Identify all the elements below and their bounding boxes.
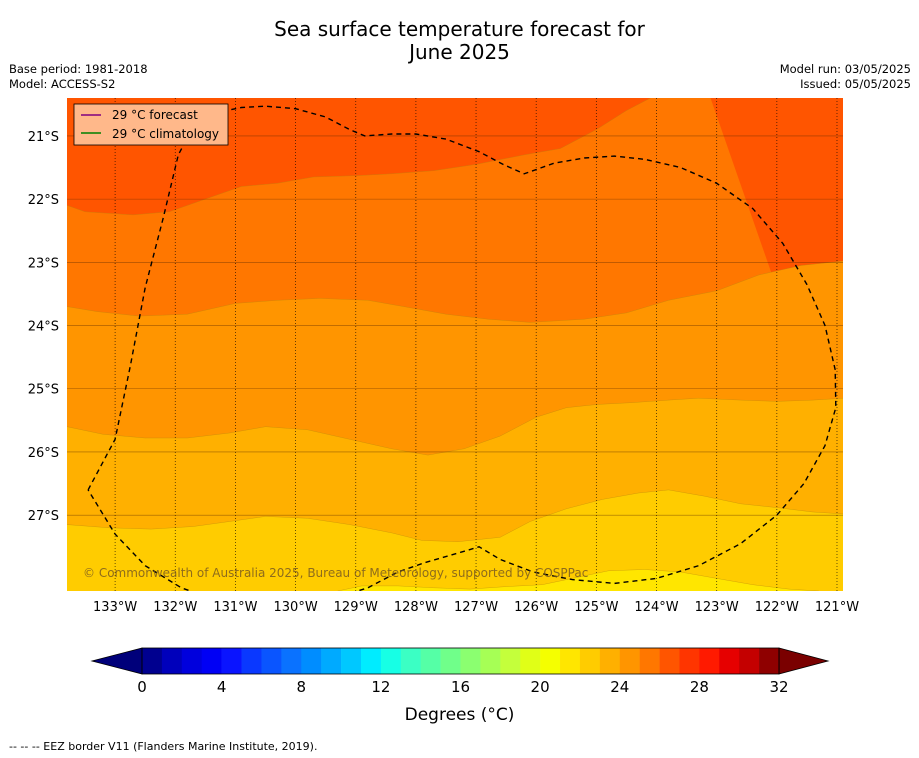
eez-border-line — [87, 105, 837, 591]
y-tick-label: 26°S — [28, 446, 59, 461]
x-tick-label: 132°W — [153, 600, 197, 615]
colorbar-tick-label: 16 — [451, 678, 470, 696]
x-tick-label: 127°W — [454, 600, 498, 615]
legend: 29 °C forecast 29 °C climatology — [73, 103, 229, 146]
x-tick-label: 124°W — [634, 600, 678, 615]
x-tick-label: 123°W — [695, 600, 739, 615]
colorbar-swatch — [699, 648, 720, 674]
colorbar-swatch — [500, 648, 521, 674]
chart-title-line1: Sea surface temperature forecast for — [274, 17, 645, 41]
y-tick-label: 22°S — [28, 193, 59, 208]
colorbar-frame — [141, 647, 780, 675]
contour-line — [67, 98, 651, 216]
eez-footnote: -- -- -- EEZ border V11 (Flanders Marine… — [9, 740, 318, 753]
colorbar-swatch — [520, 648, 541, 674]
colorbar-tick-label: 28 — [690, 678, 709, 696]
colorbar-swatch — [759, 648, 780, 674]
colorbar-swatch — [659, 648, 680, 674]
colorbar-swatch — [540, 648, 561, 674]
plot-area: © Commonwealth of Australia 2025, Bureau… — [67, 98, 843, 591]
run-info: Model run: 03/05/2025 Issued: 05/05/2025 — [780, 62, 911, 92]
model-info: Base period: 1981-2018 Model: ACCESS-S2 — [9, 62, 148, 92]
colorbar-swatch — [281, 648, 302, 674]
y-tick-label: 24°S — [28, 320, 59, 335]
colorbar-unit-label: Degrees (°C) — [404, 705, 515, 725]
x-tick-label: 129°W — [334, 600, 378, 615]
base-period: Base period: 1981-2018 — [9, 62, 148, 76]
colorbar — [90, 647, 830, 675]
chart-title-line2: June 2025 — [409, 40, 510, 64]
legend-box — [73, 103, 229, 146]
colorbar-swatch — [679, 648, 700, 674]
colorbar-swatch — [261, 648, 282, 674]
legend-forecast-label: 29 °C forecast — [112, 108, 198, 122]
legend-climatology-label: 29 °C climatology — [112, 127, 219, 141]
colorbar-swatch — [560, 648, 581, 674]
model-run-date: Model run: 03/05/2025 — [779, 62, 911, 76]
colorbar-tick-label: 20 — [531, 678, 550, 696]
x-tick-label: 126°W — [514, 600, 558, 615]
colorbar-swatch — [719, 648, 740, 674]
colorbar-swatch — [201, 648, 222, 674]
colorbar-swatch — [420, 648, 441, 674]
colorbar-tick-label: 12 — [371, 678, 390, 696]
contour-line — [67, 397, 843, 456]
x-tick-label: 121°W — [815, 600, 859, 615]
colorbar-tick-label: 8 — [297, 678, 307, 696]
model-name: Model: ACCESS-S2 — [9, 77, 116, 91]
chart-title: Sea surface temperature forecast for Jun… — [0, 18, 919, 64]
colorbar-tick-label: 0 — [137, 678, 147, 696]
colorbar-swatch — [142, 648, 163, 674]
gridlines — [67, 98, 843, 591]
y-axis-ticks: 21°S 22°S 23°S 24°S 25°S 26°S 27°S — [28, 130, 59, 524]
colorbar-swatch — [619, 648, 640, 674]
x-axis-ticks: 133°W 132°W 131°W 130°W 129°W 128°W 127°W 126°W… — [93, 600, 859, 615]
colorbar-swatch — [341, 648, 362, 674]
colorbar-swatch — [400, 648, 421, 674]
colorbar-over-arrow — [778, 647, 830, 675]
colorbar-swatch — [321, 648, 342, 674]
x-tick-label: 131°W — [213, 600, 257, 615]
x-tick-label: 133°W — [93, 600, 137, 615]
colorbar-swatch — [440, 648, 461, 674]
contour-line — [67, 489, 843, 542]
colorbar-swatch — [360, 648, 382, 674]
y-tick-label: 27°S — [28, 509, 59, 524]
colorbar-tick-label: 4 — [217, 678, 227, 696]
colorbar-swatch — [181, 648, 203, 674]
colorbar-swatch — [161, 648, 183, 674]
colorbar-swatch — [480, 648, 501, 674]
x-tick-label: 122°W — [755, 600, 799, 615]
colorbar-swatch — [380, 648, 402, 674]
issued-date: Issued: 05/05/2025 — [800, 77, 911, 91]
colorbar-tick-labels: 0 4 8 12 16 20 24 28 32 — [137, 678, 788, 696]
y-tick-label: 23°S — [28, 256, 59, 271]
contour-line — [337, 569, 819, 591]
temperature-bands — [67, 98, 843, 591]
x-tick-label: 125°W — [574, 600, 618, 615]
copyright-watermark: © Commonwealth of Australia 2025, Bureau… — [83, 566, 588, 580]
colorbar-swatch — [301, 648, 322, 674]
colorbar-swatch — [241, 648, 262, 674]
x-tick-label: 128°W — [394, 600, 438, 615]
colorbar-swatch — [579, 648, 601, 674]
colorbar-swatch — [639, 648, 660, 674]
colorbar-tick-label: 24 — [610, 678, 629, 696]
colorbar-swatch — [460, 648, 481, 674]
colorbar-swatch — [599, 648, 621, 674]
colorbar-under-arrow — [90, 647, 143, 675]
x-tick-label: 130°W — [274, 600, 318, 615]
colorbar-tick-label: 32 — [769, 678, 788, 696]
y-tick-label: 21°S — [28, 130, 59, 145]
colorbar-swatch — [221, 648, 242, 674]
colorbar-swatch — [739, 648, 760, 674]
band-23-24 — [67, 569, 843, 591]
y-tick-label: 25°S — [28, 383, 59, 398]
